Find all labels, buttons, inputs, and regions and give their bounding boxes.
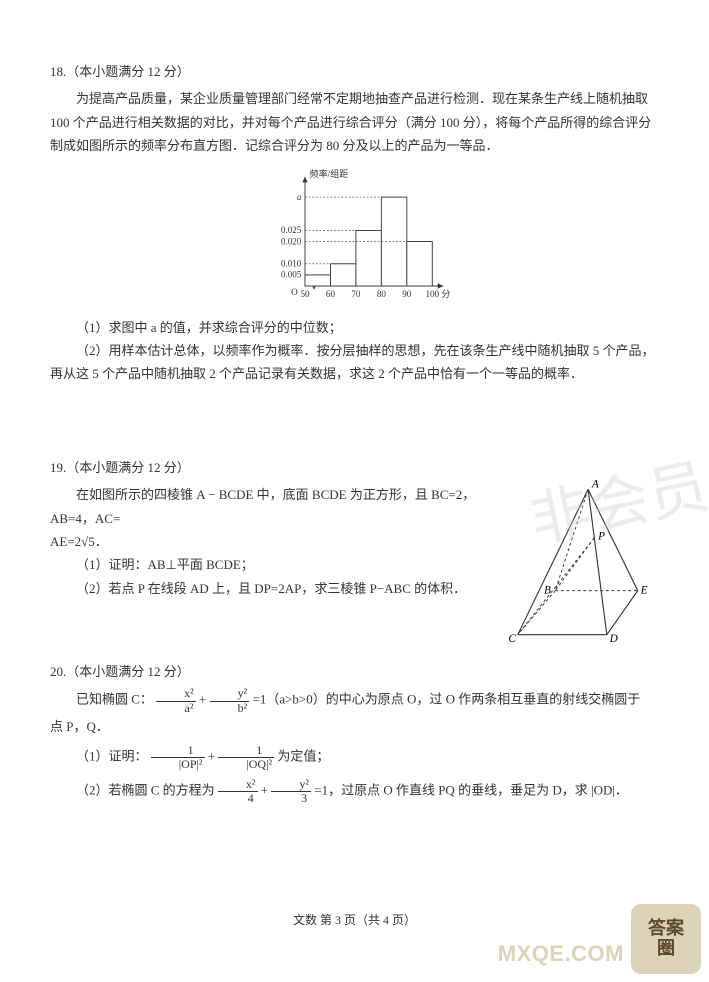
histogram-container: O 频率/组距分 0.0050.010 0.0200.025 a 50 60 70 80 90 10… (50, 166, 659, 306)
svg-text:0.005: 0.005 (280, 269, 301, 279)
q20-body-pre: 已知椭圆 C： (76, 692, 153, 707)
q20-sub2-frac1: x² 4 (218, 778, 258, 805)
watermark-url: MXQE.COM (498, 934, 624, 974)
q20-frac1: x² a² (156, 687, 196, 714)
svg-text:100: 100 (425, 288, 439, 298)
q20-sub2-f2-num: y² (271, 778, 311, 792)
question-20: 20.（本小题满分 12 分） 已知椭圆 C： x² a² + y² b² =1… (50, 660, 659, 805)
q18-sub1: （1）求图中 a 的值，并求综合评分的中位数； (50, 316, 659, 339)
svg-text:B: B (544, 584, 551, 596)
q20-sub1: （1）证明： 1 |OP|² + 1 |OQ|² 为定值； (50, 744, 659, 771)
svg-text:E: E (640, 584, 648, 596)
q20-sub1-frac2: 1 |OQ|² (218, 744, 274, 771)
q20-sub1-plus: + (208, 749, 215, 764)
svg-text:D: D (609, 633, 618, 645)
q19-sub2: （2）若点 P 在线段 AD 上，且 DP=2AP，求三棱锥 P−ABC 的体积… (50, 577, 490, 600)
q20-frac2-num: y² (210, 687, 250, 701)
svg-text:0.020: 0.020 (280, 236, 301, 246)
q20-plus1: + (199, 692, 206, 707)
q20-body-post: =1（a>b>0）的中心为原点 O，过 O 作两条相互垂直的射线交椭圆于 (252, 692, 640, 707)
histogram-svg: O 频率/组距分 0.0050.010 0.0200.025 a 50 60 70 80 90 10… (255, 166, 455, 306)
q20-sub2-f2-den: 3 (271, 792, 311, 805)
q20-sub1-frac1: 1 |OP|² (151, 744, 205, 771)
question-18: 18.（本小题满分 12 分） 为提高产品质量，某企业质量管理部门经常不定期地抽… (50, 60, 659, 386)
q19-sub1: （1）证明：AB⊥平面 BCDE； (50, 553, 490, 576)
svg-text:A: A (591, 480, 599, 491)
q20-frac1-den: a² (156, 702, 196, 715)
q20-sub2-f1-num: x² (218, 778, 258, 792)
q20-sub1-f2-num: 1 (218, 744, 274, 758)
q20-frac2: y² b² (210, 687, 250, 714)
watermark-logo-top: 答案 (648, 919, 684, 939)
svg-text:90: 90 (402, 288, 412, 298)
q20-sub1-f1-den: |OP|² (151, 758, 205, 771)
page-footer: 文数 第 3 页（共 4 页） (0, 910, 709, 932)
q19-body: 在如图所示的四棱锥 A − BCDE 中，底面 BCDE 为正方形，且 BC=2… (50, 483, 490, 530)
q20-sub2: （2）若椭圆 C 的方程为 x² 4 + y² 3 =1，过原点 O 作直线 P… (50, 778, 659, 805)
q20-frac1-num: x² (156, 687, 196, 701)
question-19: 19.（本小题满分 12 分） 在如图所示的四棱锥 A − BCDE 中，底面 … (50, 456, 659, 600)
q20-sub1-pre: （1）证明： (76, 749, 148, 764)
svg-text:分: 分 (441, 288, 450, 298)
q20-body: 已知椭圆 C： x² a² + y² b² =1（a>b>0）的中心为原点 O，… (50, 687, 659, 714)
q19-header: 19.（本小题满分 12 分） (50, 456, 659, 479)
svg-text:50: 50 (300, 288, 310, 298)
svg-text:0.025: 0.025 (280, 225, 301, 235)
svg-text:60: 60 (325, 288, 335, 298)
q19-body-2: AE=2√5． (50, 530, 490, 553)
svg-text:C: C (508, 633, 516, 645)
q18-header: 18.（本小题满分 12 分） (50, 60, 659, 83)
pyramid-svg: A B C D E P (499, 480, 649, 649)
q20-sub1-f1-num: 1 (151, 744, 205, 758)
svg-text:O: O (291, 287, 298, 297)
q20-body-line2: 点 P，Q． (50, 715, 659, 738)
q18-sub2: （2）用样本估计总体，以频率作为概率．按分层抽样的思想，先在该条生产线中随机抽取… (50, 339, 659, 386)
svg-text:0.010: 0.010 (280, 258, 301, 268)
svg-text:70: 70 (351, 288, 361, 298)
q19-body-1: 在如图所示的四棱锥 A − BCDE 中，底面 BCDE 为正方形，且 BC=2… (50, 487, 475, 525)
q20-frac2-den: b² (210, 702, 250, 715)
svg-text:P: P (597, 531, 605, 543)
pyramid-container: A B C D E P (499, 480, 649, 650)
watermark-logo-bottom: 圈 (657, 939, 675, 959)
q20-sub2-f1-den: 4 (218, 792, 258, 805)
q20-sub1-post: 为定值； (277, 749, 329, 764)
q20-sub2-plus: + (261, 782, 268, 797)
svg-text:80: 80 (376, 288, 386, 298)
q20-sub2-pre: （2）若椭圆 C 的方程为 (76, 782, 218, 797)
watermark-logo: 答案 圈 (631, 904, 701, 974)
q20-header: 20.（本小题满分 12 分） (50, 660, 659, 683)
q20-sub1-f2-den: |OQ|² (218, 758, 274, 771)
q20-sub2-frac2: y² 3 (271, 778, 311, 805)
q18-body: 为提高产品质量，某企业质量管理部门经常不定期地抽查产品进行检测．现在某条生产线上… (50, 87, 659, 157)
svg-text:频率/组距: 频率/组距 (309, 167, 348, 178)
svg-text:a: a (296, 191, 301, 201)
q20-sub2-post: =1，过原点 O 作直线 PQ 的垂线，垂足为 D，求 |OD|． (314, 782, 628, 797)
